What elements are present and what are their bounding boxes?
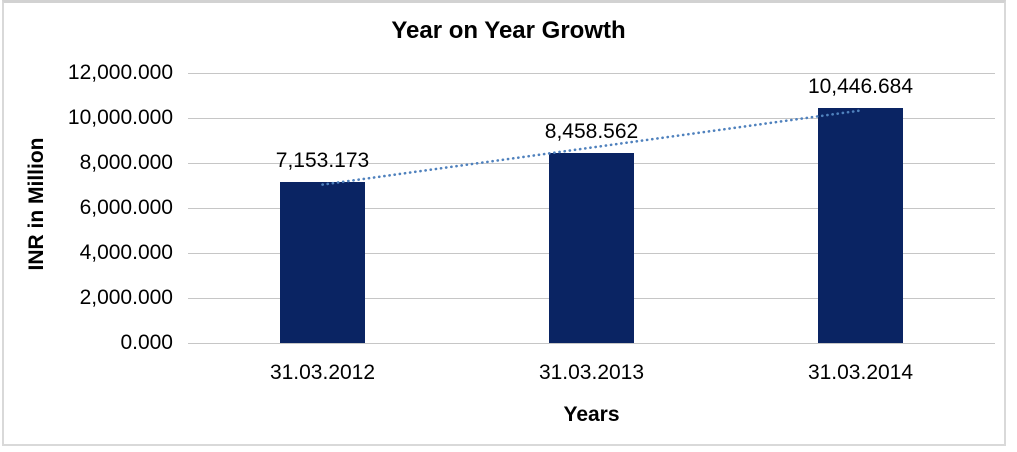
y-tick-label: 12,000.000	[67, 61, 173, 84]
x-tick-label: 31.03.2014	[807, 361, 914, 384]
gridline	[188, 73, 995, 74]
gridline	[188, 118, 995, 119]
bar-31.03.2013	[549, 152, 634, 343]
plot-area	[188, 73, 995, 344]
x-axis-title: Years	[563, 403, 620, 426]
x-tick-label: 31.03.2013	[538, 361, 645, 384]
y-tick-label: 4,000.000	[79, 241, 173, 264]
y-tick-label: 8,000.000	[79, 151, 173, 174]
x-tick-label: 31.03.2012	[269, 361, 376, 384]
y-tick-label: 6,000.000	[79, 196, 173, 219]
y-tick-label: 2,000.000	[79, 286, 173, 309]
bar-data-label: 8,458.562	[544, 119, 639, 143]
bar-31.03.2012	[280, 182, 365, 343]
bar-data-label: 10,446.684	[807, 74, 914, 98]
gridline	[188, 343, 995, 344]
y-tick-label: 0.000	[120, 331, 173, 354]
bar-31.03.2014	[818, 107, 903, 343]
y-tick-label: 10,000.000	[67, 106, 173, 129]
trendline-dotted-line	[321, 109, 862, 186]
bar-data-label: 7,153.173	[275, 149, 370, 173]
chart-title: Year on Year Growth	[391, 17, 626, 44]
